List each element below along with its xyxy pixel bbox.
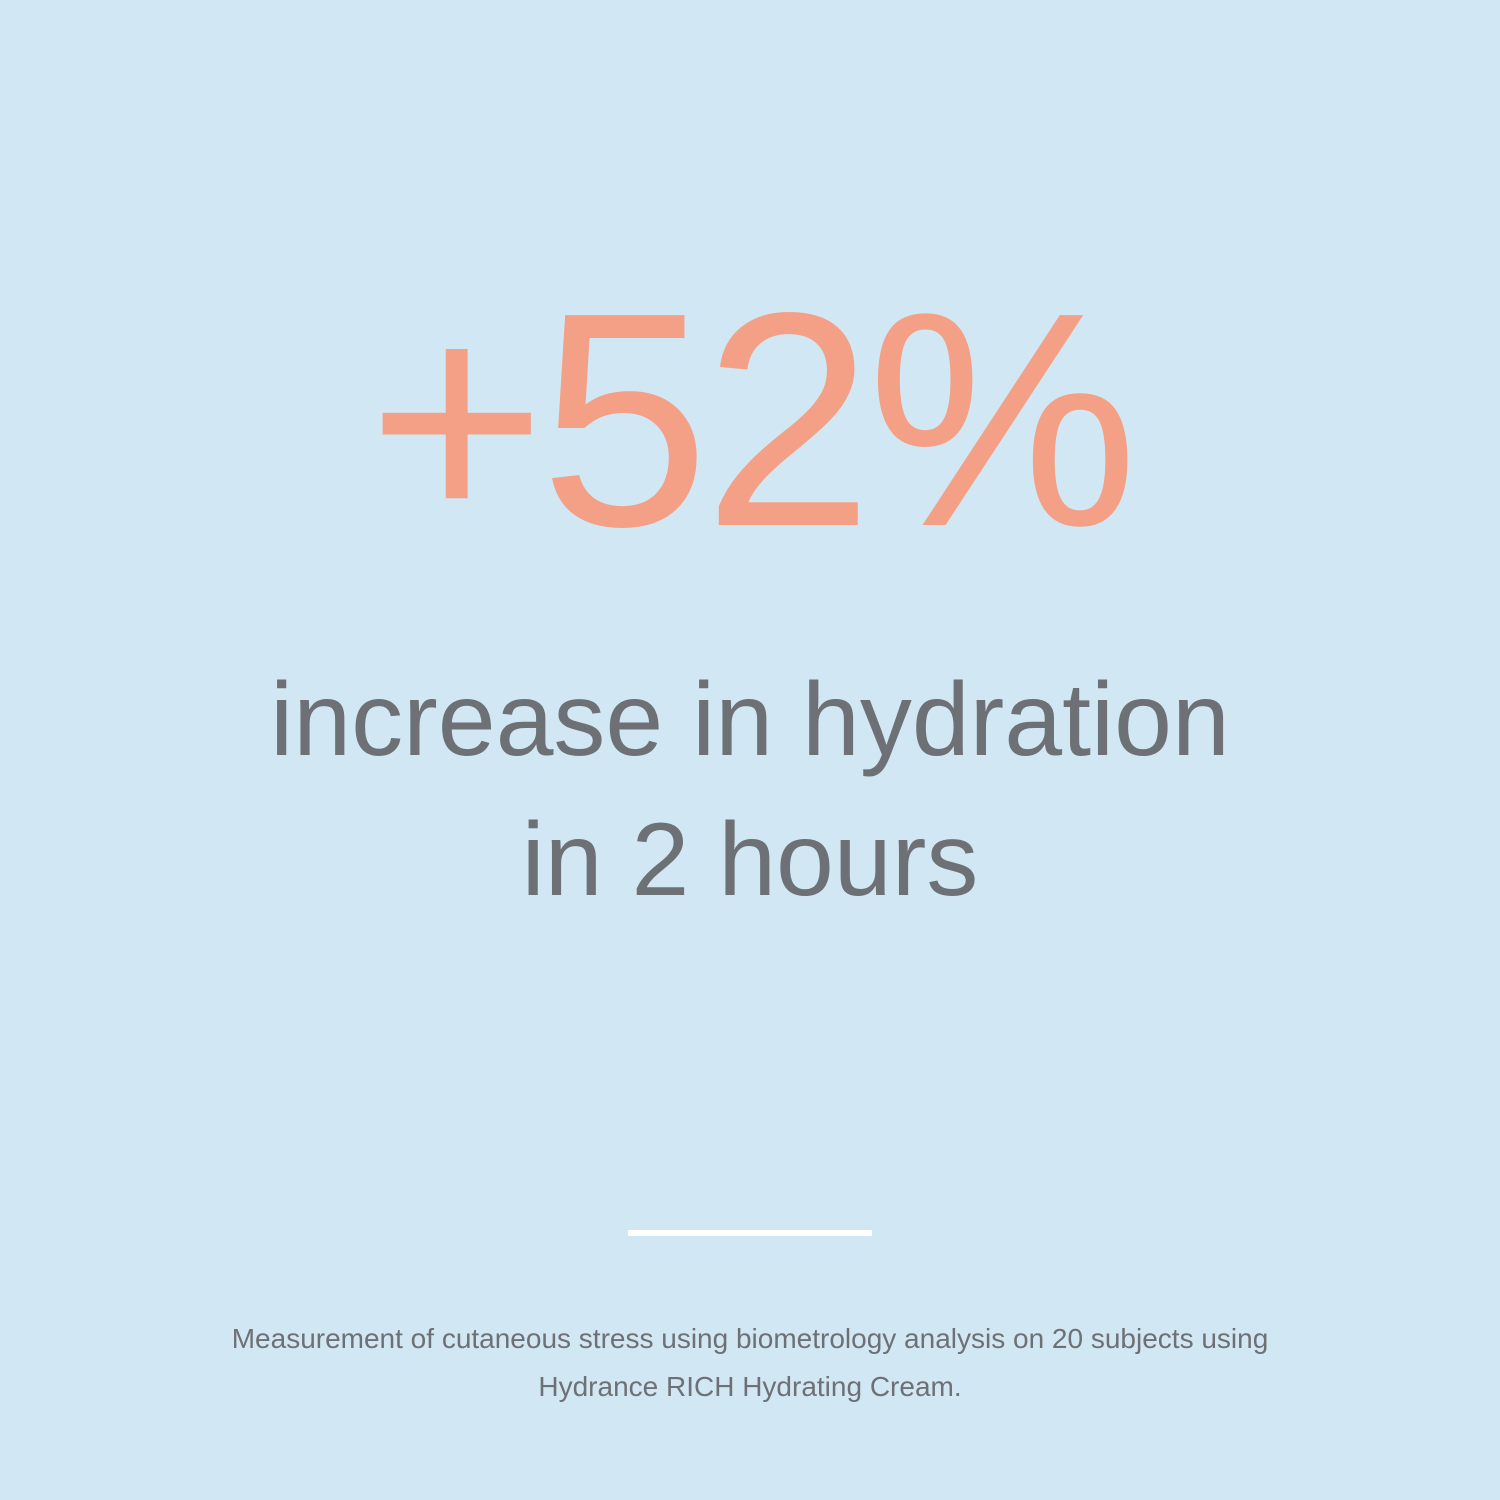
stat-value: +52% [367,249,1139,590]
headline: increase in hydration in 2 hours [0,650,1500,930]
footnote: Measurement of cutaneous stress using bi… [100,1315,1400,1411]
footnote-line-1: Measurement of cutaneous stress using bi… [231,1323,1269,1354]
headline-line-2: in 2 hours [521,802,979,918]
divider [628,1230,872,1236]
footnote-line-2: Hydrance RICH Hydrating Cream. [538,1371,962,1402]
headline-line-1: increase in hydration [270,662,1230,778]
